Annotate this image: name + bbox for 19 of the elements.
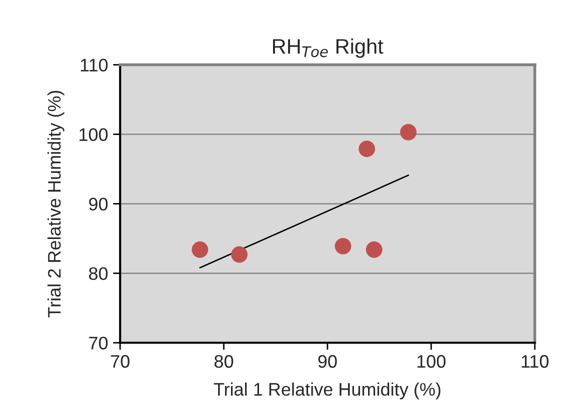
y-axis-title: Trial 2 Relative Humidity (%)	[47, 90, 64, 318]
y-tick-label: 110	[80, 58, 108, 72]
y-tick-label: 80	[89, 267, 108, 280]
point	[358, 140, 376, 158]
y-tick-label: 90	[89, 198, 108, 210]
x-tick-label: 110	[522, 355, 549, 368]
point	[366, 241, 382, 258]
x-tick-label: 100	[417, 355, 446, 368]
y-tick-label: 100	[80, 128, 108, 142]
point	[192, 241, 208, 258]
x-tick-label: 80	[214, 355, 234, 368]
x-tick-label: 90	[318, 355, 337, 368]
y-tick-label: 70	[89, 336, 108, 350]
point	[334, 238, 352, 254]
point	[231, 246, 248, 263]
point	[400, 124, 417, 140]
chart-title: RH$_{Toe}$ Right	[273, 38, 384, 58]
x-axis-title: Trial 1 Relative Humidity (%)	[214, 382, 440, 400]
x-tick-label: 70	[111, 355, 130, 368]
